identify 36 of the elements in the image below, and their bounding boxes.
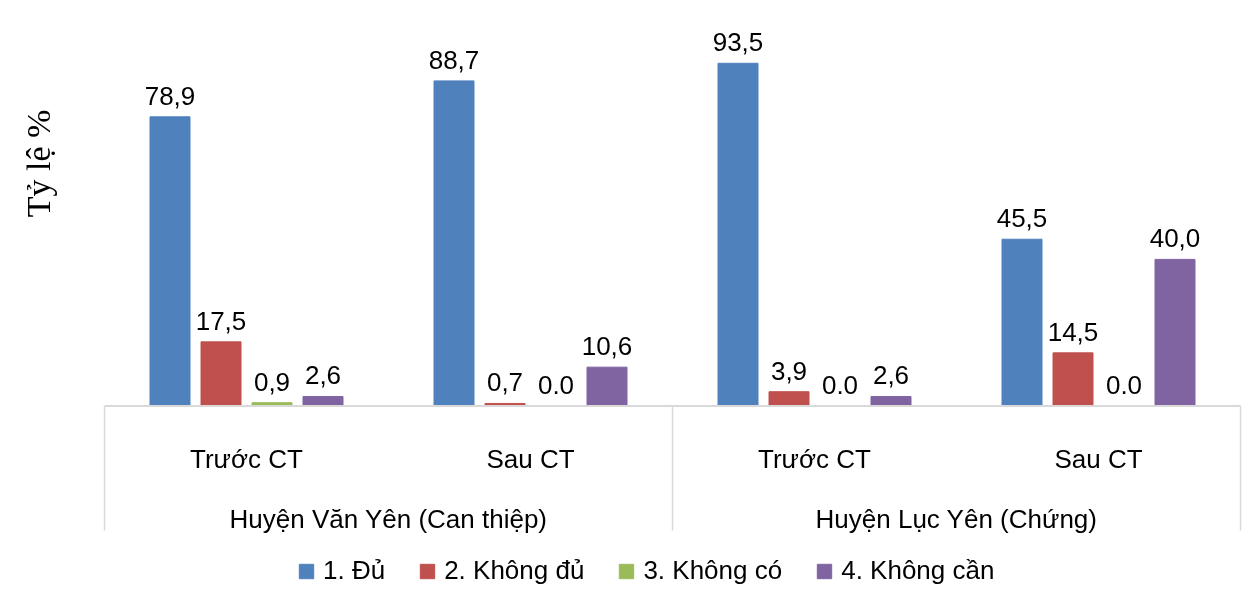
data-label: 45,5 xyxy=(996,203,1048,234)
data-label: 17,5 xyxy=(195,305,247,336)
x-tick-label: Sau CT xyxy=(486,443,575,474)
bar xyxy=(1001,238,1043,407)
data-label: 40,0 xyxy=(1149,223,1201,254)
text: Huyện Lục Yên (Chứng) xyxy=(815,503,1097,534)
data-label: 3,9 xyxy=(770,355,808,386)
bar xyxy=(200,341,242,407)
legend-label: 2. Không đủ xyxy=(444,555,585,586)
bar xyxy=(149,116,191,407)
bar xyxy=(1154,258,1196,407)
bar xyxy=(768,391,810,407)
bar xyxy=(717,62,759,407)
x-tick-label: Trước CT xyxy=(758,443,872,474)
data-label: 78,9 xyxy=(144,80,196,111)
x-tick-label: Sau CT xyxy=(1054,443,1143,474)
data-label: 88,7 xyxy=(428,44,480,75)
text: Huyện Văn Yên (Can thiệp) xyxy=(229,503,548,534)
data-label: 93,5 xyxy=(712,27,764,58)
bar xyxy=(586,366,628,407)
data-label: 0,7 xyxy=(486,367,524,398)
data-label: 10,6 xyxy=(581,331,633,362)
data-label: 0.0 xyxy=(1105,370,1143,400)
bar xyxy=(1052,352,1094,407)
bar xyxy=(433,80,475,407)
data-label: 14,5 xyxy=(1047,316,1099,347)
y-axis-title: Tỷ lệ % xyxy=(20,109,57,218)
x-tick-label: Trước CT xyxy=(190,443,304,474)
legend-label: 1. Đủ xyxy=(323,555,386,586)
legend-label: 4. Không cần xyxy=(841,555,995,586)
data-label: 2,6 xyxy=(872,360,910,391)
data-label: 0.0 xyxy=(537,370,575,400)
data-label: 0,9 xyxy=(253,366,291,397)
legend-label: 3. Không có xyxy=(643,555,783,586)
data-label: 2,6 xyxy=(304,360,342,391)
data-label: 0.0 xyxy=(821,370,859,400)
